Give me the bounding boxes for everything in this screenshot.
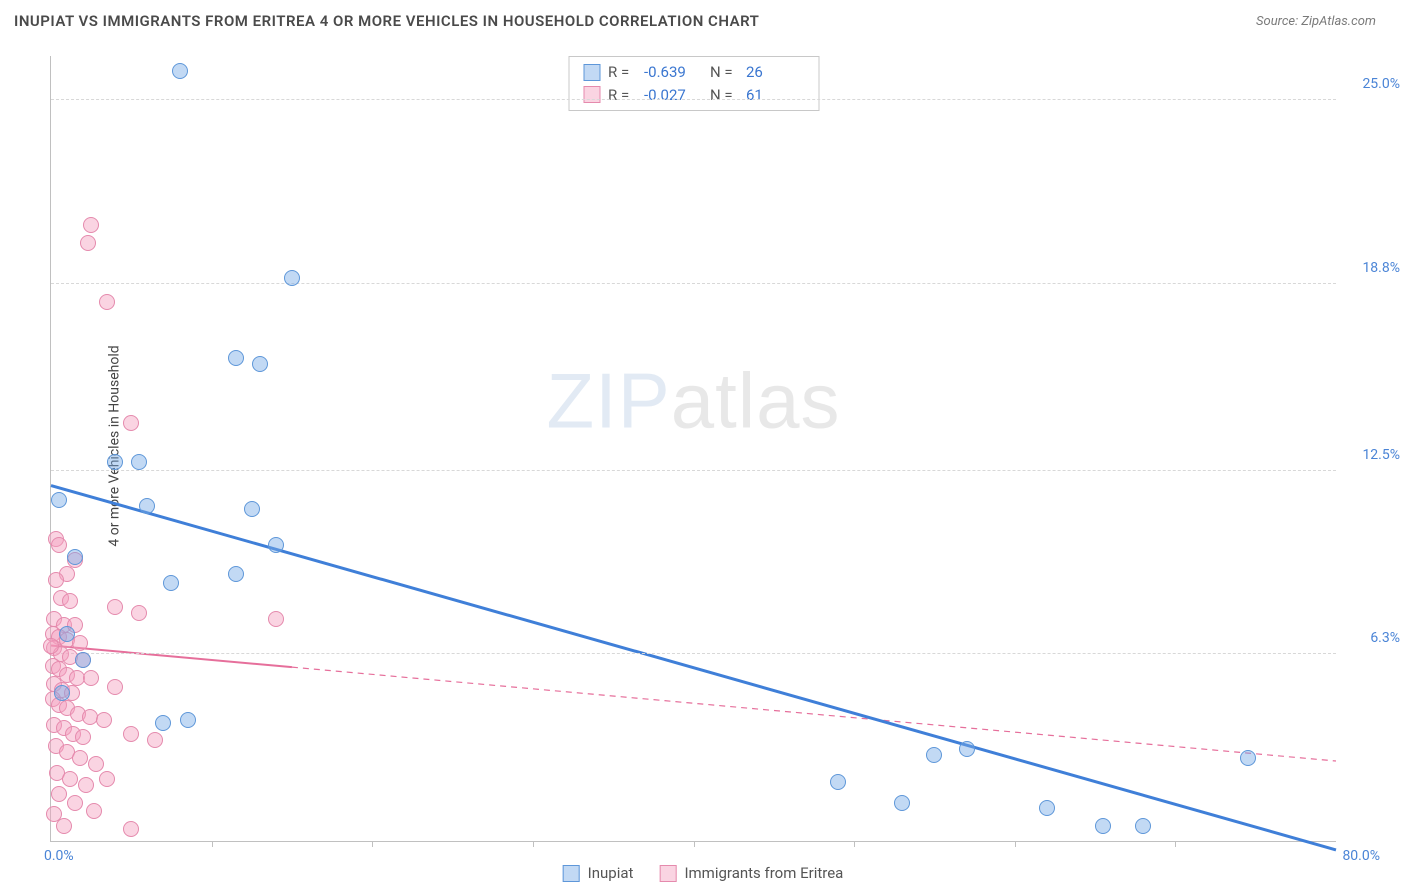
data-point xyxy=(78,777,94,793)
data-point xyxy=(83,217,99,233)
data-point xyxy=(284,270,300,286)
data-point xyxy=(99,771,115,787)
watermark: ZIPatlas xyxy=(546,356,840,447)
x-tick-mark xyxy=(854,841,855,847)
data-point xyxy=(139,498,155,514)
data-point xyxy=(51,537,67,553)
data-point xyxy=(228,350,244,366)
data-point xyxy=(56,818,72,834)
data-point xyxy=(123,415,139,431)
source-attribution: Source: ZipAtlas.com xyxy=(1256,14,1376,29)
x-axis-max-label: 80.0% xyxy=(1342,848,1380,864)
swatch-blue xyxy=(583,64,600,81)
watermark-left: ZIP xyxy=(546,357,670,445)
legend-label-blue: Inupiat xyxy=(588,864,634,882)
data-point xyxy=(180,712,196,728)
swatch-pink xyxy=(659,865,676,882)
data-point xyxy=(228,566,244,582)
stat-label: R = xyxy=(608,61,636,84)
data-point xyxy=(1135,818,1151,834)
data-point xyxy=(80,235,96,251)
data-point xyxy=(51,786,67,802)
x-tick-mark xyxy=(372,841,373,847)
gridline xyxy=(51,283,1336,284)
data-point xyxy=(894,795,910,811)
legend-item-pink: Immigrants from Eritrea xyxy=(659,864,843,882)
page-title: INUPIAT VS IMMIGRANTS FROM ERITREA 4 OR … xyxy=(14,12,759,30)
stat-r-blue: -0.639 xyxy=(644,61,702,84)
data-point xyxy=(48,572,64,588)
data-point xyxy=(147,732,163,748)
data-point xyxy=(67,795,83,811)
y-tick-label: 12.5% xyxy=(1362,447,1400,463)
stat-r-pink: -0.027 xyxy=(644,84,702,107)
data-point xyxy=(96,712,112,728)
y-tick-label: 6.3% xyxy=(1370,630,1400,646)
stats-row-pink: R = -0.027 N = 61 xyxy=(583,84,804,107)
data-point xyxy=(123,726,139,742)
data-point xyxy=(959,741,975,757)
data-point xyxy=(62,593,78,609)
legend-label-pink: Immigrants from Eritrea xyxy=(684,864,843,882)
y-tick-label: 18.8% xyxy=(1362,260,1400,276)
gridline xyxy=(51,653,1336,654)
data-point xyxy=(43,638,59,654)
data-point xyxy=(75,652,91,668)
data-point xyxy=(99,294,115,310)
data-point xyxy=(54,685,70,701)
data-point xyxy=(252,356,268,372)
data-point xyxy=(163,575,179,591)
data-point xyxy=(51,492,67,508)
gridline xyxy=(51,470,1336,471)
gridline xyxy=(51,99,1336,100)
data-point xyxy=(1240,750,1256,766)
x-tick-mark xyxy=(694,841,695,847)
data-point xyxy=(155,715,171,731)
data-point xyxy=(107,454,123,470)
trend-lines xyxy=(51,56,1336,841)
data-point xyxy=(131,605,147,621)
x-tick-mark xyxy=(212,841,213,847)
x-tick-mark xyxy=(533,841,534,847)
data-point xyxy=(131,454,147,470)
data-point xyxy=(1095,818,1111,834)
legend-item-blue: Inupiat xyxy=(563,864,634,882)
data-point xyxy=(86,803,102,819)
swatch-pink xyxy=(583,86,600,103)
swatch-blue xyxy=(563,865,580,882)
x-tick-mark xyxy=(1175,841,1176,847)
stat-label: N = xyxy=(710,61,738,84)
y-tick-label: 25.0% xyxy=(1362,76,1400,92)
data-point xyxy=(83,670,99,686)
data-point xyxy=(268,537,284,553)
data-point xyxy=(830,774,846,790)
data-point xyxy=(59,626,75,642)
series-legend: Inupiat Immigrants from Eritrea xyxy=(563,864,844,882)
data-point xyxy=(1039,800,1055,816)
data-point xyxy=(88,756,104,772)
data-point xyxy=(172,63,188,79)
data-point xyxy=(82,709,98,725)
data-point xyxy=(72,750,88,766)
data-point xyxy=(926,747,942,763)
data-point xyxy=(244,501,260,517)
stat-n-blue: 26 xyxy=(746,61,804,84)
x-axis-min-label: 0.0% xyxy=(44,848,74,864)
data-point xyxy=(107,599,123,615)
data-point xyxy=(268,611,284,627)
scatter-chart: ZIPatlas R = -0.639 N = 26 R = -0.027 N … xyxy=(50,56,1336,842)
data-point xyxy=(75,729,91,745)
stats-legend-box: R = -0.639 N = 26 R = -0.027 N = 61 xyxy=(568,56,819,111)
watermark-right: atlas xyxy=(671,357,841,445)
data-point xyxy=(107,679,123,695)
stat-n-pink: 61 xyxy=(746,84,804,107)
stat-label: N = xyxy=(710,84,738,107)
stats-row-blue: R = -0.639 N = 26 xyxy=(583,61,804,84)
stat-label: R = xyxy=(608,84,636,107)
x-tick-mark xyxy=(1015,841,1016,847)
data-point xyxy=(67,549,83,565)
data-point xyxy=(62,771,78,787)
data-point xyxy=(123,821,139,837)
